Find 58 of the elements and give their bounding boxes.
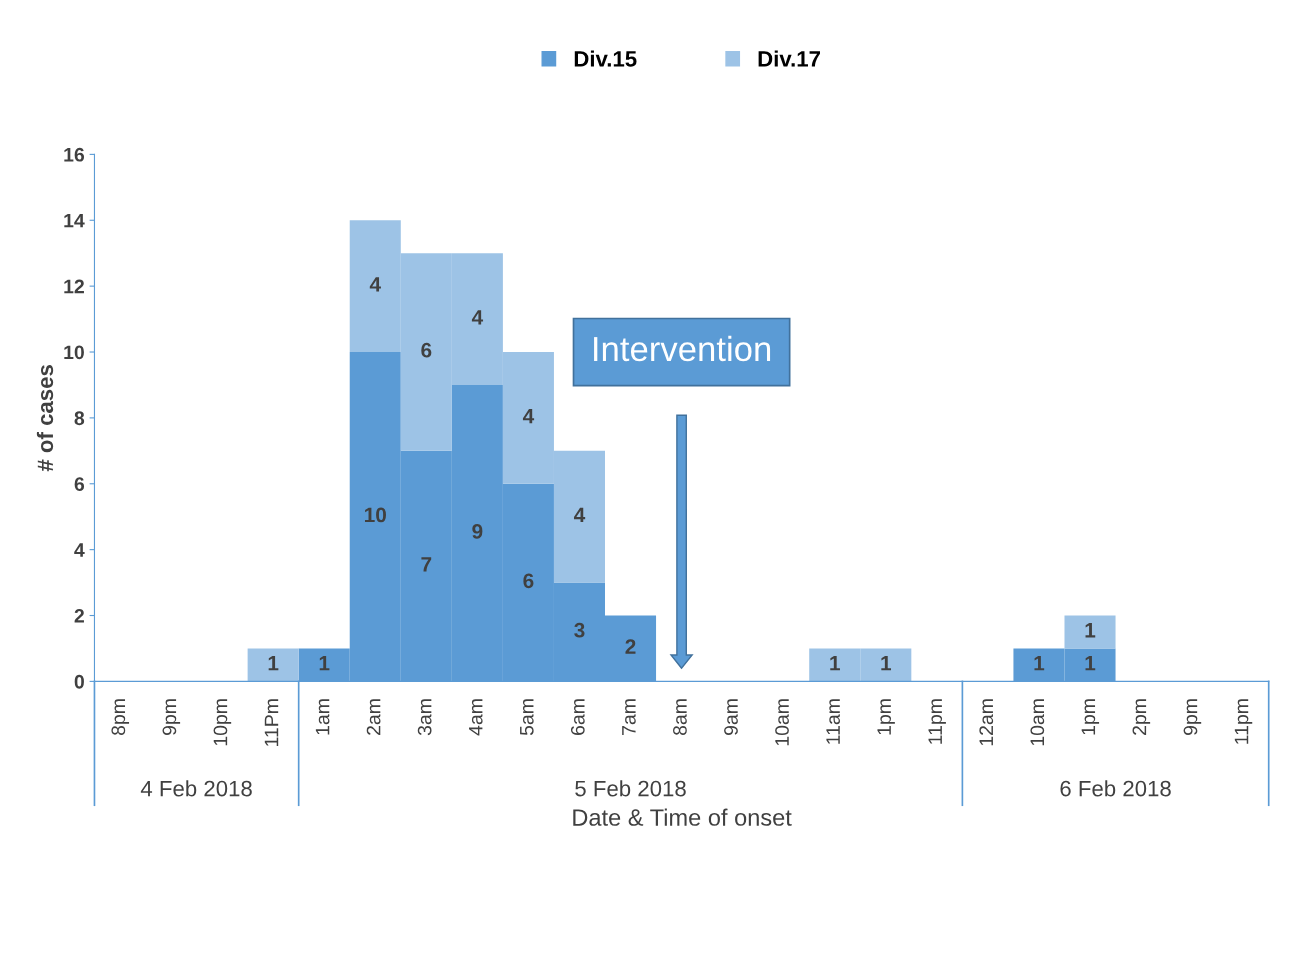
y-tick-label: 0	[74, 674, 84, 689]
data-label: 6	[523, 573, 534, 589]
x-tick-label: 1am	[315, 699, 330, 735]
data-label: 9	[472, 524, 483, 539]
data-label: 4	[574, 507, 586, 523]
x-tick-label: 10am	[775, 699, 789, 746]
x-tick-label: 1pm	[877, 699, 895, 735]
x-axis-title: Date & Time of onset	[573, 808, 792, 826]
x-tick-label: 11pm	[928, 699, 946, 744]
x-tick-label: 6am	[570, 699, 585, 735]
y-tick-label: 12	[64, 279, 84, 294]
x-tick-label: 5am	[520, 699, 534, 736]
x-tick-label: 7am	[622, 699, 636, 735]
text: 4 Feb 2018	[140, 780, 252, 797]
x-tick-label: 8am	[673, 699, 687, 736]
x-tick-label: 9pm	[162, 699, 181, 735]
x-tick-label: 2pm	[1132, 699, 1151, 735]
text: 6 Feb 2018	[1060, 780, 1171, 797]
data-label: 7	[421, 557, 432, 572]
y-tick-label: 2	[74, 608, 84, 623]
annotation: Intervention	[594, 335, 771, 362]
data-label: 6	[421, 342, 432, 358]
x-tick-label: 12am	[979, 699, 994, 746]
x-tick-label: 9pm	[1183, 699, 1202, 735]
x-tick-label: 1pm	[1081, 699, 1100, 735]
x-tick-label: 8pm	[111, 699, 130, 736]
data-label: 1	[1034, 655, 1045, 671]
y-tick-label: 4	[74, 543, 85, 557]
y-axis-title: # of cases	[36, 365, 54, 472]
y-tick-label: 8	[74, 411, 85, 426]
x-tick-label: 10pm	[213, 699, 232, 746]
text: 5 Feb 2018	[575, 780, 686, 797]
x-tick-label: 9am	[724, 699, 738, 735]
data-label: 1	[881, 655, 892, 671]
x-tick-label: 11pm	[1234, 699, 1253, 744]
data-label: 4	[471, 310, 484, 325]
x-tick-label: 10am	[1030, 699, 1045, 746]
data-label: 1	[830, 655, 840, 671]
y-tick-label: 14	[64, 213, 85, 228]
x-tick-label: 11am	[826, 699, 840, 744]
data-label: 3	[574, 622, 585, 638]
data-label: 1	[268, 655, 279, 671]
data-label: 4	[369, 277, 381, 292]
y-tick-label: 6	[74, 477, 85, 491]
x-tick-label: 11Pm	[264, 699, 279, 746]
x-tick-label: 2am	[366, 699, 381, 735]
x-tick-label: 4am	[469, 699, 483, 736]
legend-label: Div.17	[758, 50, 820, 67]
y-tick-label: 16	[64, 147, 85, 162]
data-label: 1	[1085, 623, 1096, 638]
x-tick-label: 3am	[417, 699, 432, 736]
y-tick-label: 10	[64, 345, 84, 360]
data-label: 4	[522, 408, 535, 424]
data-label: 10	[364, 507, 386, 523]
legend-label: Div.15	[574, 50, 637, 67]
data-label: 1	[1085, 655, 1096, 671]
data-label: 1	[319, 655, 330, 671]
data-label: 2	[625, 639, 636, 654]
